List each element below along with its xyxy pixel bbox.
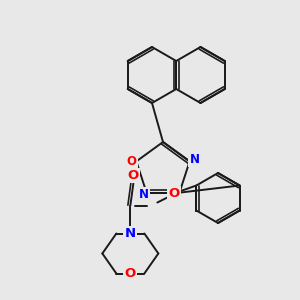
Text: O: O — [126, 155, 136, 168]
Text: N: N — [190, 153, 200, 166]
Text: O: O — [169, 187, 180, 200]
Text: N: N — [139, 188, 148, 201]
Text: O: O — [125, 267, 136, 280]
Text: O: O — [128, 169, 139, 182]
Text: N: N — [125, 227, 136, 240]
